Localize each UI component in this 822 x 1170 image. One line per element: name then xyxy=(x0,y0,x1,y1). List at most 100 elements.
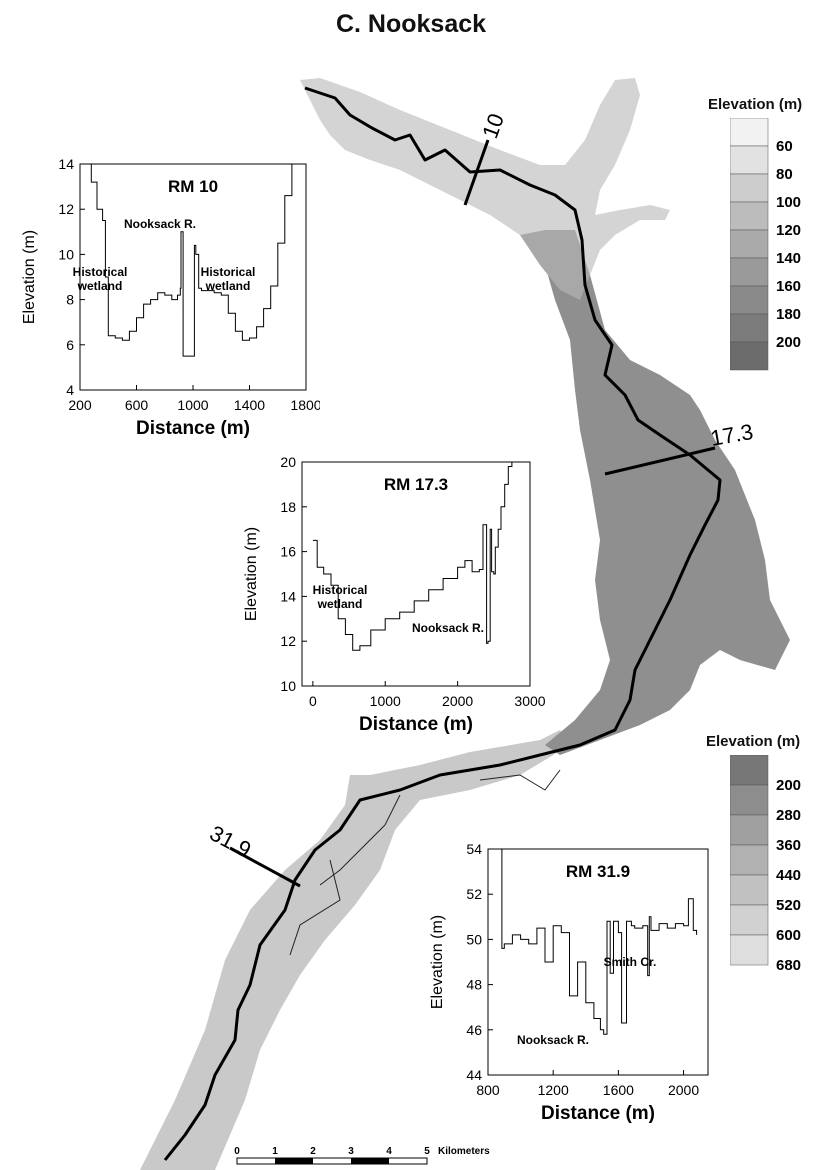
legend-swatch xyxy=(730,844,769,876)
chart-title: RM 17.3 xyxy=(384,475,448,494)
elevation-legend-upper-scale: 60 80 100 120 140 160 180 200 xyxy=(730,118,801,371)
x-tick-label: 3000 xyxy=(514,693,545,709)
x-tick-label: 200 xyxy=(68,397,92,413)
elevation-profile-line xyxy=(501,848,698,1035)
y-tick-label: 18 xyxy=(280,499,296,515)
y-axis-label: Elevation (m) xyxy=(21,230,38,324)
legend-label: 200 xyxy=(776,334,801,351)
elevation-legend-upper: Elevation (m) xyxy=(708,96,802,113)
legend-swatch xyxy=(730,313,769,343)
legend-swatch xyxy=(730,784,769,816)
transition-floodplain xyxy=(520,230,590,300)
y-tick-label: 52 xyxy=(466,886,482,902)
legend-swatch xyxy=(730,118,769,147)
y-tick-label: 10 xyxy=(58,246,74,262)
elevation-profile-line xyxy=(85,163,293,357)
legend-swatch xyxy=(730,257,769,287)
lower-valley-floodplain xyxy=(140,730,570,1170)
plot-frame xyxy=(79,163,307,391)
cross-section-label: 17.3 xyxy=(709,419,756,451)
x-tick-label: 1800 xyxy=(290,397,320,413)
scale-tick: 0 xyxy=(234,1146,240,1157)
legend-label: 600 xyxy=(776,927,801,944)
scale-tick: 5 xyxy=(424,1146,430,1157)
profile-annotation: Historical wetland xyxy=(73,265,128,293)
y-axis-label: Elevation (m) xyxy=(429,915,446,1009)
plot-frame xyxy=(301,461,531,687)
y-tick-label: 8 xyxy=(66,292,74,308)
legend-label: 440 xyxy=(776,867,801,884)
cross-section-chart-rm31-9: 44 46 48 50 52 54 800 1200 1600 2000 RM 31.9 Distan… xyxy=(429,841,709,1124)
cross-section-label: 10 xyxy=(477,110,509,142)
y-tick-label: 20 xyxy=(280,454,296,470)
chart-title: RM 31.9 xyxy=(566,862,630,881)
y-tick-label: 14 xyxy=(58,156,74,172)
cross-section-chart-rm17-3: 10 12 14 16 18 20 0 1000 2000 3000 RM 17.3 Distance… xyxy=(243,454,546,735)
y-tick-label: 14 xyxy=(280,588,296,604)
y-tick-label: 12 xyxy=(58,201,74,217)
legend-label: 680 xyxy=(776,957,801,974)
legend-label: 80 xyxy=(776,166,793,183)
x-tick-label: 1200 xyxy=(538,1082,569,1098)
x-tick-label: 600 xyxy=(125,397,149,413)
legend-label: 60 xyxy=(776,138,793,155)
legend-label: 200 xyxy=(776,777,801,794)
profile-annotation: Smith Cr. xyxy=(604,955,657,969)
scale-tick: 3 xyxy=(348,1146,354,1157)
elevation-legend-lower: Elevation (m) xyxy=(706,733,800,750)
profile-annotation: Historical wetland xyxy=(313,583,368,611)
legend-swatch xyxy=(730,814,769,846)
legend-label: 100 xyxy=(776,194,801,211)
upper-valley-floodplain xyxy=(300,78,670,275)
profile-annotation: Nooksack R. xyxy=(412,621,484,635)
y-tick-label: 16 xyxy=(280,544,296,560)
legend-title: Elevation (m) xyxy=(708,96,803,113)
y-tick-label: 12 xyxy=(280,633,296,649)
scale-tick: 2 xyxy=(310,1146,316,1157)
legend-swatch xyxy=(730,229,769,259)
legend-label: 280 xyxy=(776,807,801,824)
x-axis-label: Distance (m) xyxy=(359,714,473,735)
x-tick-label: 1400 xyxy=(234,397,265,413)
legend-swatch xyxy=(730,755,769,786)
legend-swatch xyxy=(730,904,769,936)
elevation-legend-lower-scale: 200 280 360 440 520 600 680 xyxy=(730,755,801,974)
elevation-profile-line xyxy=(312,462,513,651)
cross-section-chart-rm10: 4 6 8 10 12 14 200 600 1000 1400 1800 RM 10 Distance… xyxy=(21,156,320,439)
legend-swatch xyxy=(730,145,769,175)
x-tick-label: 0 xyxy=(309,693,317,709)
x-axis-label: Distance (m) xyxy=(136,418,250,439)
scale-tick: 1 xyxy=(272,1146,278,1157)
legend-swatch xyxy=(730,201,769,231)
x-tick-label: 1600 xyxy=(603,1082,634,1098)
figure-title: C. Nooksack xyxy=(335,10,487,38)
y-tick-label: 48 xyxy=(466,977,482,993)
middle-valley-floodplain xyxy=(545,255,790,755)
scale-unit: Kilometers xyxy=(438,1146,490,1157)
plot-frame xyxy=(487,848,709,1076)
scale-tick: 4 xyxy=(386,1146,392,1157)
chart-title: RM 10 xyxy=(168,177,218,196)
nooksack-river-channel xyxy=(163,86,722,1161)
scale-bar: 0 1 2 3 4 5 Kilometers xyxy=(234,1146,490,1165)
legend-label: 160 xyxy=(776,278,801,295)
x-tick-label: 800 xyxy=(476,1082,500,1098)
legend-label: 140 xyxy=(776,250,801,267)
profile-annotation: Nooksack R. xyxy=(517,1033,589,1047)
legend-swatch xyxy=(730,934,769,966)
legend-label: 520 xyxy=(776,897,801,914)
x-tick-label: 2000 xyxy=(442,693,473,709)
x-axis-label: Distance (m) xyxy=(541,1103,655,1124)
x-tick-label: 2000 xyxy=(668,1082,699,1098)
y-tick-label: 44 xyxy=(466,1067,482,1083)
legend-title: Elevation (m) xyxy=(706,733,801,750)
y-tick-label: 4 xyxy=(66,382,74,398)
legend-swatch xyxy=(730,173,769,203)
y-tick-label: 6 xyxy=(66,337,74,353)
legend-label: 120 xyxy=(776,222,801,239)
profile-annotation: Historical wetland xyxy=(201,265,256,293)
y-tick-label: 46 xyxy=(466,1022,482,1038)
x-tick-label: 1000 xyxy=(177,397,208,413)
x-tick-label: 1000 xyxy=(370,693,401,709)
